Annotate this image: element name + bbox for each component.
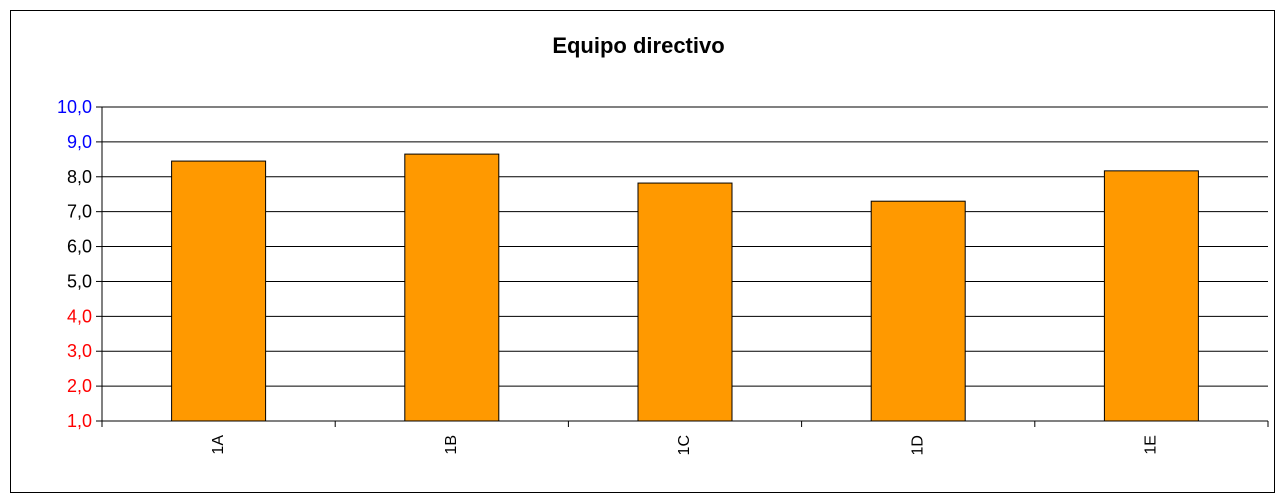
x-tick-label: 1D [909, 435, 926, 455]
chart-title: Equipo directivo [552, 33, 725, 58]
x-tick-label: 1A [210, 435, 227, 455]
y-tick-label: 6,0 [67, 237, 92, 257]
y-tick-label: 2,0 [67, 376, 92, 396]
x-tick-label: 1B [443, 435, 460, 455]
y-tick-label: 4,0 [67, 306, 92, 326]
bar-1d [870, 200, 966, 422]
y-tick-label: 1,0 [67, 411, 92, 431]
y-tick-label: 8,0 [67, 167, 92, 187]
bar-1e [1103, 170, 1199, 422]
y-tick-label: 5,0 [67, 271, 92, 291]
bars [171, 153, 1199, 422]
x-tick-label: 1E [1143, 435, 1160, 455]
bar-1b [404, 153, 500, 422]
x-tick-label: 1C [676, 435, 693, 455]
y-tick-label: 7,0 [67, 202, 92, 222]
bar-1a [171, 160, 267, 422]
bar-1c [637, 182, 733, 422]
axes [96, 106, 1269, 427]
y-tick-label: 10,0 [57, 97, 92, 117]
y-tick-label: 9,0 [67, 132, 92, 152]
tick-labels: 1,0 2,0 3,0 4,0 5,0 6,0 7,0 8,0 9,0 10,0 1A 1B 1C 1D 1… [57, 97, 1160, 455]
y-tick-label: 3,0 [67, 341, 92, 361]
